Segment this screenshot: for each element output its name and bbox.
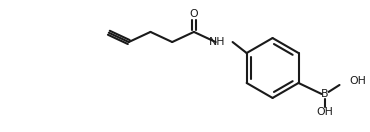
Text: NH: NH xyxy=(209,37,226,47)
Text: OH: OH xyxy=(316,107,333,117)
Text: O: O xyxy=(189,9,198,19)
Text: OH: OH xyxy=(350,76,366,86)
Text: B: B xyxy=(321,89,328,99)
